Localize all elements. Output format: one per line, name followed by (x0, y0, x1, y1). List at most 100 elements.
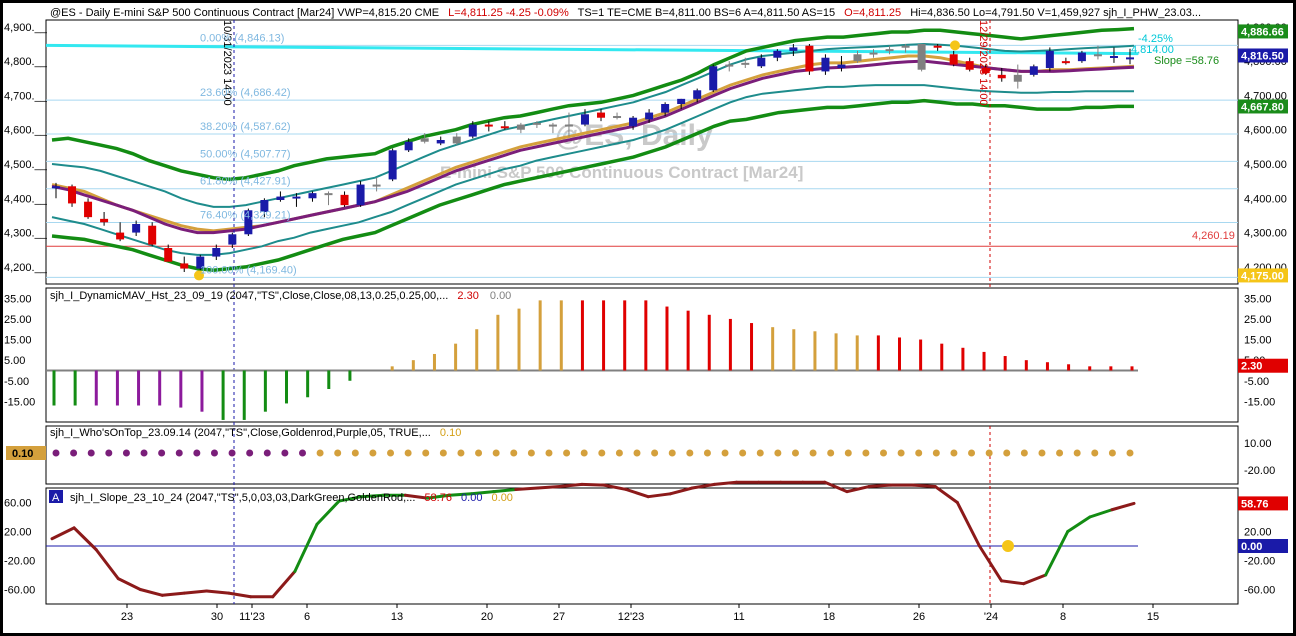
who-on-top-dot (510, 449, 518, 457)
price-ytick: 4,900.__ (4, 22, 48, 34)
who-on-top-dot (1108, 449, 1116, 457)
who-on-top-dot (756, 449, 764, 457)
dots-ytick-right: 10.00 (1244, 438, 1272, 450)
price-ytick: 4,700.__ (4, 90, 48, 102)
candle-body (757, 57, 766, 67)
candle-body (484, 124, 493, 127)
candle-body (500, 126, 509, 129)
x-tick-label: 12'23 (618, 611, 645, 623)
who-on-top-dot (563, 449, 571, 457)
slope-segment (867, 483, 893, 489)
who-on-top-dot (721, 449, 729, 457)
who-on-top-dot (545, 449, 553, 457)
dots-pane (52, 449, 1134, 457)
who-on-top-dot (1056, 449, 1064, 457)
candle-body (148, 225, 157, 245)
vline1-label: 10/31/2023 14:00 (221, 20, 233, 106)
who-on-top-dot (158, 449, 166, 457)
who-on-top-dot (791, 449, 799, 457)
hist-ytick-right: 15.00 (1244, 335, 1272, 347)
dots-ytick-right: -20.00 (1244, 465, 1275, 477)
who-on-top-dot (598, 449, 606, 457)
slope-segment (271, 569, 297, 599)
slope-segment (72, 526, 98, 552)
price-ytick: 4,500.__ (4, 159, 48, 171)
candle-body (356, 184, 365, 206)
who-on-top-dot (210, 449, 218, 457)
slope-badge-label: A (52, 492, 60, 504)
who-on-top-dot (316, 449, 324, 457)
candle-body (260, 200, 269, 212)
slope-tag1 (1238, 496, 1288, 511)
price-tag (1238, 99, 1288, 114)
fib-label: 0.00% (4,846.13) (200, 32, 284, 44)
candle-body (324, 193, 333, 196)
who-on-top-dot (985, 449, 993, 457)
slope-segment (690, 482, 716, 490)
candle-body (965, 61, 974, 70)
candle-body (821, 57, 830, 72)
slope-segment (955, 501, 981, 548)
who-on-top-dot (228, 449, 236, 457)
who-on-top-dot (1020, 449, 1028, 457)
slope-segment (160, 591, 186, 597)
fib-label: 23.60% (4,686.42) (200, 87, 291, 99)
x-tick-label: 11 (733, 611, 744, 623)
who-on-top-dot (615, 449, 623, 457)
candle-body (244, 210, 253, 235)
candle-body (132, 224, 141, 233)
dots-title: sjh_I_Who'sOnTop_23.09.14 (2047,"TS",Clo… (50, 427, 461, 439)
price-ytick: 4,600.__ (4, 125, 48, 137)
slope-segment (293, 522, 319, 573)
candle-body (677, 98, 686, 104)
hist-tag (1238, 358, 1288, 373)
candle-body (741, 62, 750, 65)
slope-tag2 (1238, 539, 1288, 553)
slope-badge[interactable] (49, 490, 63, 503)
candle-body (901, 45, 910, 48)
slope-segment (668, 486, 694, 496)
who-on-top-dot (369, 449, 377, 457)
slope-segment (823, 480, 849, 494)
candle-body (564, 124, 573, 127)
slope-tag1-text: 58.76 (1241, 498, 1269, 510)
pane-border-1 (45, 287, 1239, 423)
candle-body (292, 196, 301, 199)
slope-ytick-right: 20.00 (1244, 527, 1272, 539)
who-on-top-dot (105, 449, 113, 457)
marker-low (194, 270, 204, 281)
who-on-top-dot (897, 449, 905, 457)
slope-tag2-text: 0.00 (1241, 541, 1262, 553)
price-right-tick: 4,600.00 (1244, 125, 1287, 137)
candle-body (580, 114, 589, 125)
slope-segment (602, 483, 628, 491)
slope-segment (933, 485, 959, 504)
slope-segment (50, 526, 76, 541)
fib-label: 61.80% (4,427.91) (200, 176, 291, 188)
price-tag-text: 4,175.00 (1241, 270, 1284, 282)
who-on-top-dot (580, 449, 588, 457)
price-ytick: 4,800.__ (4, 56, 48, 68)
hist-ytick-left: -5.00 (4, 376, 29, 388)
slope-segment (138, 588, 164, 597)
candle-body (725, 64, 734, 67)
candle-body (1093, 54, 1102, 57)
slope-segment (470, 490, 496, 496)
slope-segment (536, 485, 562, 490)
candle-body (1029, 66, 1038, 75)
price-tag (1238, 24, 1288, 39)
dots-tag (6, 446, 46, 460)
hist-ytick-left: 15.00 (4, 335, 32, 347)
level-label: 4,814.00 (1131, 44, 1174, 56)
vline2-label: 12/29/2023 14:00 (977, 20, 989, 106)
hist-ytick-left: 5.00 (4, 355, 25, 367)
who-on-top-dot (351, 449, 359, 457)
slope-segment (425, 493, 451, 500)
candle-body (276, 196, 285, 200)
who-on-top-dot (52, 449, 60, 457)
candle-body (164, 248, 173, 262)
hist-ytick-right: -15.00 (1244, 396, 1275, 408)
x-tick-label: 20 (481, 611, 493, 623)
slope-cross-marker (1002, 540, 1014, 552)
